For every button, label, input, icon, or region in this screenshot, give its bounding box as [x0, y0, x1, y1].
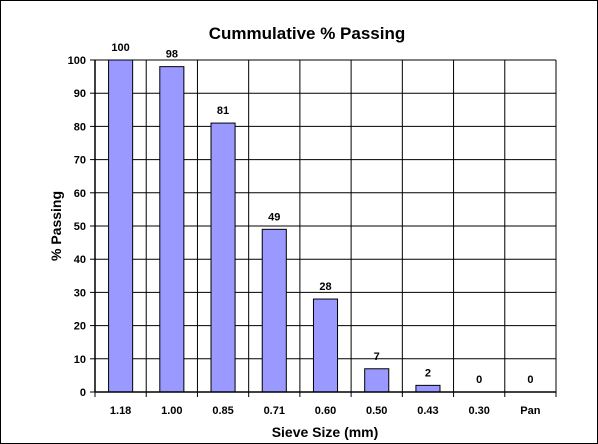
- bar-1.18: [108, 59, 134, 393]
- y-tick-label: 30: [74, 287, 86, 299]
- x-tick-label: 1.00: [161, 405, 182, 417]
- bar-0.85: [210, 122, 236, 393]
- y-tick-label: 0: [80, 387, 86, 399]
- chart-title: Cummulative % Passing: [209, 24, 406, 43]
- y-axis-label: % Passing: [48, 191, 64, 261]
- data-label: 7: [374, 351, 380, 363]
- y-tick-label: 20: [74, 321, 86, 333]
- y-tick-label: 70: [74, 155, 86, 167]
- y-tick-label: 100: [68, 55, 86, 67]
- y-tick-label: 10: [74, 354, 86, 366]
- bar-1.00: [159, 66, 185, 393]
- x-axis-label: Sieve Size (mm): [272, 424, 379, 440]
- x-tick-label: 0.30: [468, 405, 489, 417]
- data-label: 2: [425, 367, 431, 379]
- x-tick-label: Pan: [520, 405, 540, 417]
- x-tick-label: 0.60: [315, 405, 336, 417]
- data-label: 81: [217, 105, 229, 117]
- y-tick-label: 40: [74, 254, 86, 266]
- bar-0.60: [312, 298, 339, 393]
- x-tick-label: 0.85: [212, 405, 233, 417]
- x-tick-label: 0.43: [417, 405, 438, 417]
- data-label: 100: [111, 42, 129, 54]
- y-tick-label: 60: [74, 188, 86, 200]
- x-tick-label: 0.71: [264, 405, 285, 417]
- plot-area: 01020304050607080901001001.18981.00810.8…: [68, 42, 557, 417]
- y-tick-label: 50: [74, 221, 86, 233]
- bar-0.71: [261, 228, 287, 393]
- data-label: 49: [268, 211, 280, 223]
- bar-0.43: [415, 384, 441, 393]
- y-tick-label: 80: [74, 121, 86, 133]
- y-tick-label: 90: [74, 88, 86, 100]
- data-label: 0: [527, 374, 533, 386]
- x-tick-label: 1.18: [110, 405, 131, 417]
- x-tick-label: 0.50: [366, 405, 387, 417]
- bar-0.50: [364, 368, 390, 393]
- data-label: 0: [476, 374, 482, 386]
- data-label: 28: [319, 281, 331, 293]
- data-label: 98: [166, 49, 178, 61]
